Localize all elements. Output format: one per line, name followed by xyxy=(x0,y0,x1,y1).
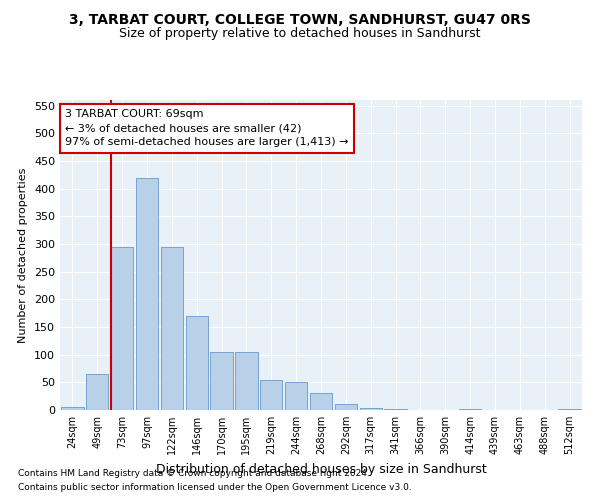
X-axis label: Distribution of detached houses by size in Sandhurst: Distribution of detached houses by size … xyxy=(155,462,487,475)
Bar xyxy=(61,407,83,410)
Bar xyxy=(335,404,357,410)
Bar xyxy=(359,408,382,410)
Text: Contains HM Land Registry data © Crown copyright and database right 2024.: Contains HM Land Registry data © Crown c… xyxy=(18,468,370,477)
Text: 3, TARBAT COURT, COLLEGE TOWN, SANDHURST, GU47 0RS: 3, TARBAT COURT, COLLEGE TOWN, SANDHURST… xyxy=(69,12,531,26)
Bar xyxy=(235,352,257,410)
Bar xyxy=(136,178,158,410)
Bar xyxy=(260,380,283,410)
Bar xyxy=(86,374,109,410)
Bar xyxy=(161,246,183,410)
Y-axis label: Number of detached properties: Number of detached properties xyxy=(19,168,28,342)
Bar xyxy=(385,409,407,410)
Bar xyxy=(185,316,208,410)
Text: 3 TARBAT COURT: 69sqm
← 3% of detached houses are smaller (42)
97% of semi-detac: 3 TARBAT COURT: 69sqm ← 3% of detached h… xyxy=(65,110,349,148)
Bar xyxy=(310,394,332,410)
Bar xyxy=(559,409,581,410)
Text: Contains public sector information licensed under the Open Government Licence v3: Contains public sector information licen… xyxy=(18,484,412,492)
Bar xyxy=(285,382,307,410)
Bar xyxy=(459,409,481,410)
Bar xyxy=(111,246,133,410)
Text: Size of property relative to detached houses in Sandhurst: Size of property relative to detached ho… xyxy=(119,28,481,40)
Bar xyxy=(211,352,233,410)
